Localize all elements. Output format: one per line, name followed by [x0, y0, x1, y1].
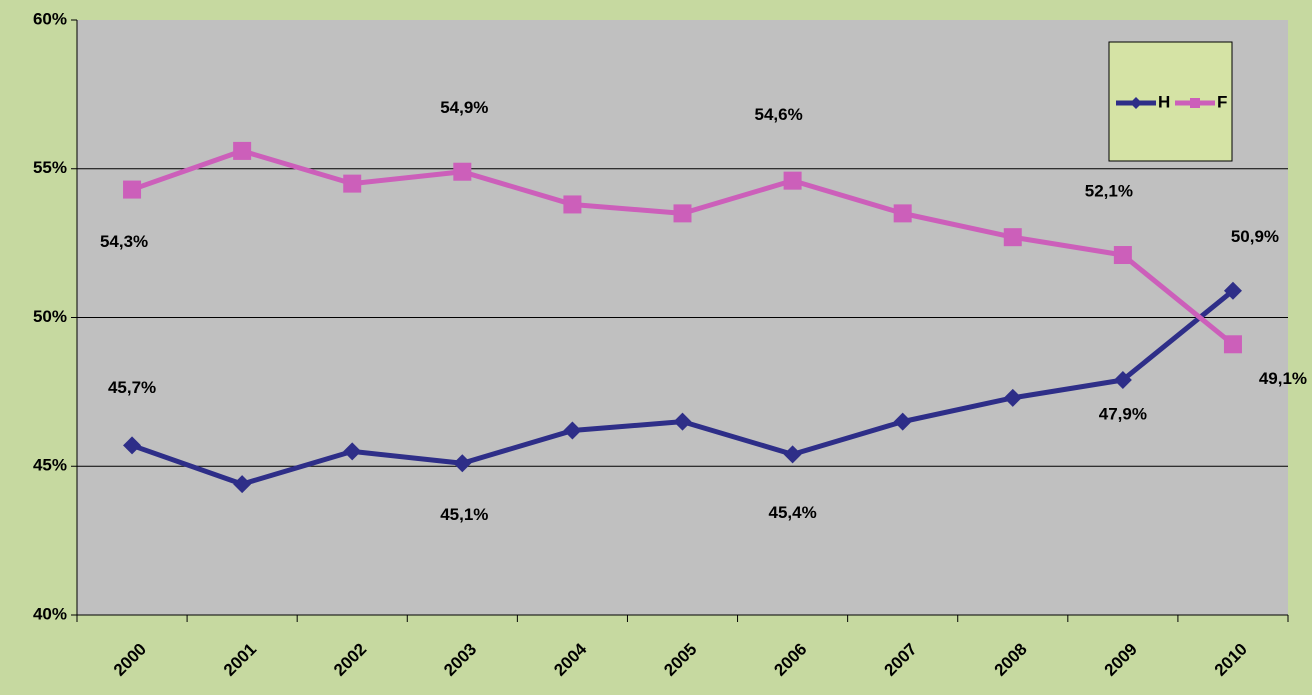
legend-label: H	[1158, 92, 1170, 111]
marker	[453, 454, 472, 473]
marker	[893, 204, 912, 223]
data-label: 52,1%	[1085, 182, 1133, 201]
marker	[233, 475, 252, 494]
marker	[1003, 388, 1022, 407]
data-label: 54,3%	[100, 232, 148, 251]
marker	[893, 412, 912, 431]
data-label: 54,9%	[440, 98, 488, 117]
marker	[453, 162, 472, 181]
y-tick-label: 40%	[33, 604, 67, 623]
y-tick-label: 55%	[33, 158, 67, 177]
marker	[563, 421, 582, 440]
data-label: 54,6%	[754, 105, 802, 124]
data-label: 49,1%	[1259, 369, 1307, 388]
marker	[1223, 335, 1242, 354]
legend-marker	[1130, 97, 1142, 109]
marker	[1223, 281, 1242, 300]
marker	[673, 412, 692, 431]
data-label: 45,1%	[440, 505, 488, 524]
marker	[673, 204, 692, 223]
marker	[783, 445, 802, 464]
data-label: 50,9%	[1231, 227, 1279, 246]
legend-marker	[1190, 98, 1200, 108]
y-tick-label: 45%	[33, 456, 67, 475]
marker	[1003, 228, 1022, 247]
y-tick-label: 50%	[33, 307, 67, 326]
marker	[343, 442, 362, 461]
marker	[1113, 246, 1132, 265]
y-tick-label: 60%	[33, 9, 67, 28]
marker	[123, 180, 142, 199]
marker	[123, 436, 142, 455]
data-label: 47,9%	[1099, 404, 1147, 423]
legend-label: F	[1217, 92, 1227, 111]
data-label: 45,7%	[108, 378, 156, 397]
marker	[783, 171, 802, 190]
marker	[1113, 370, 1132, 389]
marker	[233, 141, 252, 160]
data-label: 45,4%	[768, 503, 816, 522]
marker	[343, 174, 362, 193]
marker	[563, 195, 582, 214]
